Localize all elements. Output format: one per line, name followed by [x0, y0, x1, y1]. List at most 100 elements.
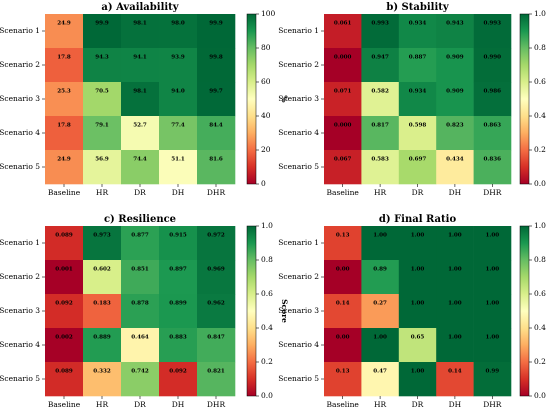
cell-value-label: 0.464 [131, 335, 149, 341]
cell-value-label: 0.823 [446, 123, 464, 129]
row-label: Scenario 2 [0, 272, 40, 281]
cell-value-label: 0.14 [336, 301, 350, 307]
cell-value-label: 17.8 [57, 55, 71, 61]
row-label: Scenario 3 [0, 94, 40, 103]
colorbar-tick-label: 40 [261, 111, 271, 120]
cell-value-label: 0.887 [409, 55, 427, 61]
heatmap-cell [436, 328, 474, 363]
cell-value-label: 0.883 [169, 335, 187, 341]
column-label: HR [374, 400, 387, 409]
heatmap-cell [473, 294, 512, 329]
heatmap-cell [159, 226, 198, 261]
cell-value-label: 0.089 [55, 233, 73, 239]
heatmap-cell [473, 14, 512, 49]
row-label: Scenario 3 [278, 94, 319, 103]
heatmap-cell [159, 294, 198, 329]
cell-value-label: 0.915 [169, 233, 187, 239]
row-label: Scenario 4 [278, 128, 319, 137]
cell-value-label: 1.00 [411, 267, 425, 273]
cell-value-label: 0.092 [169, 369, 187, 375]
cell-value-label: 0.00 [336, 335, 350, 341]
panel-title: b) Stability [386, 2, 450, 13]
column-label: DH [172, 400, 185, 409]
colorbar-tick-label: 100 [261, 9, 276, 18]
heatmap-cell [45, 328, 84, 363]
heatmap-cell [83, 14, 122, 49]
row-label: Scenario 1 [0, 238, 40, 247]
heatmap-cell [121, 14, 160, 49]
heatmap-cell [159, 82, 198, 117]
cell-value-label: 98.1 [133, 89, 147, 95]
column-label: DHR [483, 400, 502, 409]
colorbar-tick-label: 60 [261, 77, 271, 86]
cell-value-label: 0.986 [484, 89, 502, 95]
column-label: DH [449, 188, 462, 197]
heatmap-cell [398, 226, 437, 261]
colorbar-tick-label: 0.2 [534, 145, 546, 154]
cell-value-label: 1.00 [485, 267, 499, 273]
heatmap-cell [436, 82, 474, 117]
cell-value-label: 56.9 [95, 157, 109, 163]
cell-value-label: 81.6 [209, 157, 223, 163]
cell-value-label: 99.7 [209, 89, 223, 95]
heatmap-cell [121, 82, 160, 117]
heatmap-cell [324, 14, 362, 49]
heatmap-cell [473, 226, 512, 261]
cell-value-label: 0.14 [448, 369, 462, 375]
heatmap-cell [473, 260, 512, 295]
column-label: DHR [207, 188, 226, 197]
heatmap-cell [197, 328, 236, 363]
heatmap-cell [398, 294, 437, 329]
cell-value-label: 0.836 [484, 157, 502, 163]
heatmap-cell [473, 116, 512, 151]
heatmap-cell [45, 226, 84, 261]
row-label: Scenario 5 [0, 374, 40, 383]
colorbar-tick-label: 0.6 [261, 289, 273, 298]
cell-value-label: 94.1 [133, 55, 147, 61]
colorbar [519, 225, 530, 397]
colorbar-tick-label: 0.4 [261, 323, 273, 332]
heatmap-cell [83, 362, 122, 397]
heatmap-cell [473, 48, 512, 83]
cell-value-label: 0.001 [55, 267, 73, 273]
column-label: DH [172, 188, 185, 197]
colorbar-tick-label: 0.0 [261, 391, 273, 400]
cell-value-label: 0.332 [93, 369, 111, 375]
panel-title: d) Final Ratio [379, 214, 457, 225]
cell-value-label: 25.3 [57, 89, 71, 95]
heatmap-cell [436, 260, 474, 295]
row-label: Scenario 2 [278, 60, 319, 69]
heatmap-panel-3: c) Resilience 0.089 0.973 0.877 0.915 0.972 0.… [0, 214, 289, 409]
heatmap-cell [45, 48, 84, 83]
column-label: DR [412, 188, 424, 197]
cell-value-label: 51.1 [171, 157, 185, 163]
colorbar-tick-label: 0.2 [261, 357, 273, 366]
cell-value-label: 1.00 [485, 233, 499, 239]
heatmap-cell [436, 294, 474, 329]
column-label: DH [449, 400, 462, 409]
cell-value-label: 99.9 [95, 21, 109, 27]
heatmap-cell [121, 150, 160, 185]
heatmap-cell [83, 294, 122, 329]
cell-value-label: 99.9 [209, 21, 223, 27]
heatmap-cell [197, 226, 236, 261]
heatmap-cell [121, 226, 160, 261]
cell-value-label: 0.973 [93, 233, 111, 239]
heatmap-cell [45, 150, 84, 185]
heatmap-cell [398, 150, 437, 185]
row-label: Scenario 5 [278, 162, 319, 171]
row-label: Scenario 5 [278, 374, 319, 383]
heatmap-cell [83, 150, 122, 185]
cell-value-label: 0.969 [207, 267, 225, 273]
column-label: DHR [207, 400, 226, 409]
heatmap-cell [436, 14, 474, 49]
cell-value-label: 0.993 [484, 21, 502, 27]
cell-value-label: 0.13 [336, 369, 350, 375]
cell-value-label: 1.00 [448, 335, 462, 341]
cell-value-label: 0.598 [409, 123, 427, 129]
heatmap-cell [473, 328, 512, 363]
heatmap-cell [398, 260, 437, 295]
cell-value-label: 0.742 [131, 369, 149, 375]
row-label: Scenario 2 [0, 60, 40, 69]
